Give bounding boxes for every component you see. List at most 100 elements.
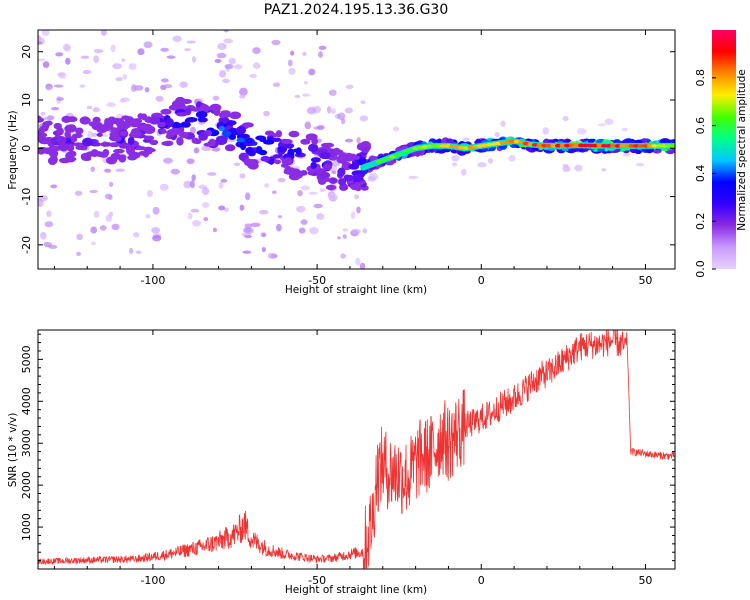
spectrogram-xlabel: Height of straight line (km) [285,284,427,296]
band-blob [255,135,267,141]
noise-blob [133,232,140,238]
band-blob [228,133,236,140]
noise-blob [44,221,54,228]
band-blob [80,154,88,160]
noise-blob [635,162,645,167]
band-blob [221,130,231,137]
ridge-segment [394,153,401,157]
y-tick-label: 5000 [20,345,33,373]
ridge-segment [642,144,649,148]
noise-blob [303,81,308,85]
noise-blob [152,234,162,242]
noise-blob [74,190,83,196]
snr-marks [38,330,675,569]
band-blob [56,127,64,136]
band-blob [107,116,117,125]
band-blob [160,108,172,115]
colorbar-gradient [712,30,736,269]
band-blob [82,137,94,147]
band-blob [148,115,161,125]
colorbar-tick-label: 0.0 [694,260,707,278]
ridge-segment [587,143,594,148]
noise-blob [277,215,283,219]
ridge-segment [366,163,373,167]
noise-blob [277,177,286,183]
band-blob [241,122,254,128]
noise-blob [210,20,214,24]
colorbar-ticks: 0.0 0.2 0.4 0.6 0.8 [694,69,716,278]
noise-blob [460,168,467,176]
noise-blob [38,198,44,207]
band-blob [219,112,227,119]
colorbar-tick-label: 0.8 [694,69,707,87]
band-blob [299,170,308,176]
noise-blob [170,168,181,175]
band-blob [199,103,210,113]
snr-ticks: -100 -50 0 50 1000 2000 3000 4000 5000 [20,330,675,587]
band-blob [113,148,125,154]
noise-blob [151,226,161,234]
noise-blob [207,172,217,176]
band-blob [275,130,283,138]
band-blob [138,150,150,156]
band-blob [180,121,191,128]
band-blob [108,142,121,148]
snr-xlabel: Height of straight line (km) [285,584,427,596]
noise-blob [223,38,234,44]
noise-blob [345,84,354,90]
noise-blob [64,44,71,52]
snr-line [38,330,675,569]
band-blob [323,177,331,182]
noise-blob [134,85,144,91]
noise-blob [218,205,226,211]
ridge-segment [568,143,576,148]
band-blob [75,145,83,150]
ridge-segment [651,144,658,148]
noise-blob [224,63,234,70]
band-blob [119,131,129,137]
noise-blob [290,50,295,56]
ridge-segment [623,144,631,148]
noise-blob [90,166,95,172]
noise-blob [121,58,126,63]
ridge-segment [573,143,580,148]
noise-blob [294,94,301,99]
band-blob [323,142,335,148]
band-blob [352,173,363,183]
noise-blob [120,97,130,102]
noise-blob [318,51,323,58]
noise-blob [190,208,200,213]
noise-blob [340,253,347,259]
snr-panel: -100 -50 0 50 1000 2000 3000 4000 5000 Height of… [7,329,676,596]
ridge-segment [582,143,589,148]
band-blob [44,120,53,126]
noise-blob [38,41,43,45]
band-blob [209,103,222,112]
noise-blob [93,210,100,219]
noise-blob [143,41,153,49]
band-blob [110,152,121,160]
ridge-segment [435,144,442,148]
ridge-segment [430,144,438,148]
noise-blob [562,165,571,173]
band-blob [247,149,256,157]
noise-blob [115,77,123,82]
noise-blob [46,210,52,218]
band-blob [293,148,301,153]
band-blob [72,142,85,147]
band-blob [127,154,138,161]
band-blob [165,118,174,128]
ridge-segment [610,144,617,148]
noise-blob [223,207,230,213]
noise-blob [242,250,252,254]
band-blob [67,124,76,132]
noise-blob [40,231,47,240]
band-blob [66,143,75,152]
noise-blob [500,120,506,127]
ridge-segment [596,143,603,148]
noise-blob [135,250,142,255]
band-blob [109,132,118,137]
noise-blob [621,127,628,132]
band-blob [121,120,130,127]
ridge-segment [403,149,410,154]
